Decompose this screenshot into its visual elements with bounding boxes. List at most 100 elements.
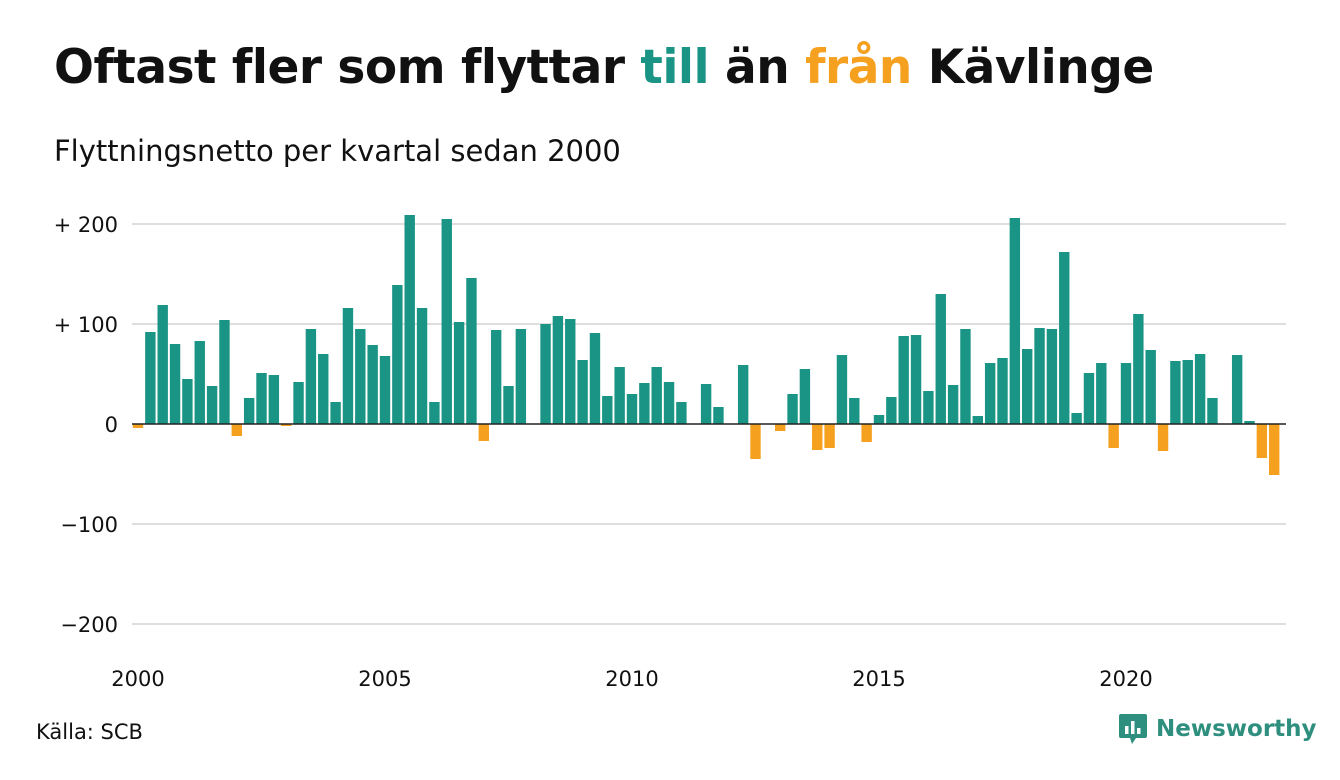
- y-tick-label: 0: [105, 413, 118, 437]
- x-tick-label: 2010: [605, 667, 658, 691]
- bar-quarter-77: [1071, 413, 1082, 424]
- bar-quarter-54: [787, 394, 798, 424]
- bar-quarter-88: [1207, 398, 1218, 424]
- bar-quarter-44: [663, 382, 675, 424]
- bar-quarter-9: [231, 424, 242, 436]
- bar-quarter-48: [713, 407, 724, 424]
- bar-quarter-82: [1133, 314, 1144, 424]
- bar-quarter-53: [775, 424, 786, 431]
- bar-quarter-75: [1046, 329, 1058, 424]
- grid-lines: [132, 223, 1286, 625]
- bar-quarter-66: [935, 294, 946, 424]
- bar-quarter-55: [799, 369, 811, 424]
- bar-quarter-19: [355, 329, 366, 424]
- y-tick-label: + 200: [54, 213, 118, 237]
- bar-quarter-4: [169, 344, 181, 424]
- title-word-fran: från: [805, 40, 912, 95]
- bar-quarter-8: [219, 320, 230, 424]
- bar-quarter-32: [515, 329, 527, 424]
- bar-quarter-16: [318, 354, 329, 424]
- bar-quarter-67: [947, 385, 959, 424]
- bar-quarter-41: [626, 394, 638, 424]
- bar-quarter-12: [268, 375, 280, 424]
- bar-quarter-68: [960, 329, 971, 424]
- bar-quarter-87: [1194, 354, 1206, 424]
- bar-quarter-35: [552, 316, 564, 424]
- title-part-1: Oftast fler som flyttar: [54, 40, 641, 95]
- y-tick-label: + 100: [54, 313, 118, 337]
- bar-quarter-22: [392, 285, 403, 424]
- bar-quarter-84: [1157, 424, 1169, 451]
- bar-quarter-30: [490, 330, 502, 424]
- bars: [132, 215, 1280, 475]
- bar-quarter-57: [824, 424, 835, 448]
- bar-quarter-58: [836, 355, 848, 424]
- bar-quarter-29: [478, 424, 489, 441]
- bar-quarter-6: [194, 341, 205, 424]
- bar-quarter-38: [589, 333, 601, 424]
- bar-quarter-3: [157, 305, 168, 424]
- bar-quarter-61: [873, 415, 885, 424]
- bar-quarter-83: [1145, 350, 1156, 424]
- x-axis-labels: 2000 2005 2010 2015 2020: [111, 667, 1152, 691]
- bar-quarter-71: [997, 358, 1008, 424]
- bar-quarter-92: [1256, 424, 1268, 458]
- chart-subtitle: Flyttningsnetto per kvartal sedan 2000: [54, 134, 621, 168]
- bar-quarter-70: [984, 363, 996, 424]
- bar-quarter-23: [404, 215, 415, 424]
- bar-quarter-72: [1009, 218, 1021, 424]
- bar-quarter-63: [898, 336, 909, 424]
- brand-name: Newsworthy: [1156, 716, 1317, 742]
- bar-quarter-20: [367, 345, 378, 424]
- bar-quarter-47: [700, 384, 712, 424]
- bar-quarter-39: [602, 396, 613, 424]
- y-axis-labels: + 200 + 100 0 −100 −200: [54, 213, 118, 637]
- y-tick-label: −100: [60, 513, 118, 537]
- bar-quarter-78: [1083, 373, 1095, 424]
- bar-quarter-2: [145, 332, 156, 424]
- title-part-2: än: [709, 40, 806, 95]
- bar-quarter-5: [182, 379, 193, 424]
- x-tick-label: 2020: [1099, 667, 1152, 691]
- bar-quarter-13: [281, 424, 292, 426]
- bar-quarter-93: [1269, 424, 1280, 475]
- bar-quarter-60: [861, 424, 872, 442]
- bar-quarter-25: [429, 402, 440, 424]
- bar-quarter-42: [639, 383, 650, 424]
- source-note: Källa: SCB: [36, 720, 143, 744]
- bar-quarter-81: [1120, 363, 1132, 424]
- bar-quarter-90: [1231, 355, 1243, 424]
- bar-quarter-26: [441, 219, 452, 424]
- bar-quarter-11: [256, 373, 267, 424]
- bar-quarter-80: [1108, 424, 1119, 448]
- bar-quarter-73: [1022, 349, 1033, 424]
- title-part-3: Kävlinge: [911, 40, 1154, 95]
- bar-quarter-7: [206, 386, 218, 424]
- bar-quarter-56: [812, 424, 823, 450]
- bar-quarter-17: [330, 402, 341, 424]
- x-tick-label: 2015: [852, 667, 905, 691]
- bar-quarter-10: [243, 398, 255, 424]
- bar-quarter-40: [614, 367, 625, 424]
- brand-logo[interactable]: Newsworthy: [1118, 713, 1317, 745]
- bar-quarter-28: [466, 278, 477, 424]
- bar-quarter-37: [577, 360, 588, 424]
- bar-quarter-65: [923, 391, 934, 424]
- bar-quarter-43: [651, 367, 662, 424]
- x-tick-label: 2005: [358, 667, 411, 691]
- chart-title: Oftast fler som flyttar till än från Käv…: [54, 40, 1154, 95]
- bar-quarter-21: [379, 356, 391, 424]
- bar-quarter-76: [1059, 252, 1070, 424]
- title-word-till: till: [640, 40, 710, 95]
- bar-quarter-18: [342, 308, 354, 424]
- bar-quarter-62: [886, 397, 897, 424]
- bar-quarter-85: [1170, 361, 1181, 424]
- bar-quarter-14: [293, 382, 304, 424]
- bar-quarter-59: [849, 398, 860, 424]
- y-tick-label: −200: [60, 613, 118, 637]
- bar-quarter-34: [540, 324, 551, 424]
- bar-quarter-50: [737, 365, 749, 424]
- bar-quarter-91: [1244, 421, 1255, 424]
- bar-quarter-69: [972, 416, 983, 424]
